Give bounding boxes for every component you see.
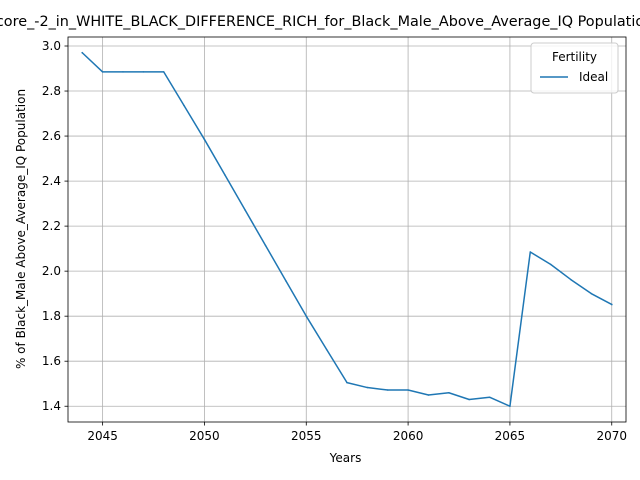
- x-tick-label: 2050: [189, 429, 220, 443]
- data-point: [366, 386, 369, 389]
- data-point: [346, 381, 348, 384]
- data-point: [162, 71, 165, 73]
- x-tick-label: 2070: [596, 429, 627, 443]
- y-tick-label: 1.4: [42, 399, 61, 413]
- data-point: [224, 174, 226, 176]
- data-point: [488, 396, 491, 398]
- series-layer: [81, 51, 613, 407]
- data-point: [509, 405, 511, 407]
- chart-title: Score_-2_in_WHITE_BLACK_DIFFERENCE_RICH_…: [0, 14, 640, 30]
- data-point: [81, 52, 84, 54]
- data-point: [305, 315, 308, 317]
- plot-frame: [67, 36, 627, 423]
- data-point: [610, 303, 613, 306]
- y-tick-label: 3.0: [42, 39, 61, 53]
- x-tick-label: 2060: [393, 429, 424, 443]
- data-point: [407, 389, 409, 391]
- data-point: [183, 104, 185, 107]
- series-line-ideal: [81, 51, 613, 407]
- data-point: [570, 278, 572, 281]
- data-point: [142, 71, 145, 73]
- legend-box: [530, 42, 619, 94]
- y-tick-label: 1.6: [42, 354, 61, 368]
- y-tick-label: 2.4: [42, 174, 61, 188]
- y-tick-label: 2.0: [42, 264, 61, 278]
- data-point: [203, 138, 206, 141]
- x-axis-label: Years: [329, 451, 362, 465]
- y-tick-label: 2.6: [42, 129, 61, 143]
- data-point: [101, 71, 104, 73]
- data-point: [264, 244, 267, 247]
- y-axis-label: % of Black_Male Above_Average_IQ Populat…: [14, 89, 28, 369]
- data-point: [529, 251, 532, 253]
- legend-label-ideal: Ideal: [579, 70, 608, 84]
- data-point: [427, 394, 430, 396]
- data-point: [549, 263, 552, 266]
- data-point: [468, 398, 470, 401]
- x-tick-label: 2055: [291, 429, 322, 443]
- x-tick-label: 2065: [495, 429, 526, 443]
- data-point: [590, 292, 593, 295]
- data-point: [325, 348, 328, 351]
- y-tick-label: 2.2: [42, 219, 61, 233]
- data-point: [285, 280, 287, 282]
- legend-title: Fertility: [552, 50, 597, 64]
- data-point: [122, 71, 124, 73]
- data-point: [244, 209, 246, 211]
- data-point: [386, 389, 389, 391]
- axis-ticks: 2045 2050 2055 2060 2065 2070 1.4 1.6 1.8 2.0 2.2 2…: [42, 39, 627, 443]
- y-tick-label: 1.8: [42, 309, 61, 323]
- x-tick-label: 2045: [87, 429, 118, 443]
- grid: [68, 37, 626, 422]
- y-tick-label: 2.8: [42, 84, 61, 98]
- data-point: [448, 391, 450, 394]
- legend: Fertility Ideal: [530, 42, 619, 94]
